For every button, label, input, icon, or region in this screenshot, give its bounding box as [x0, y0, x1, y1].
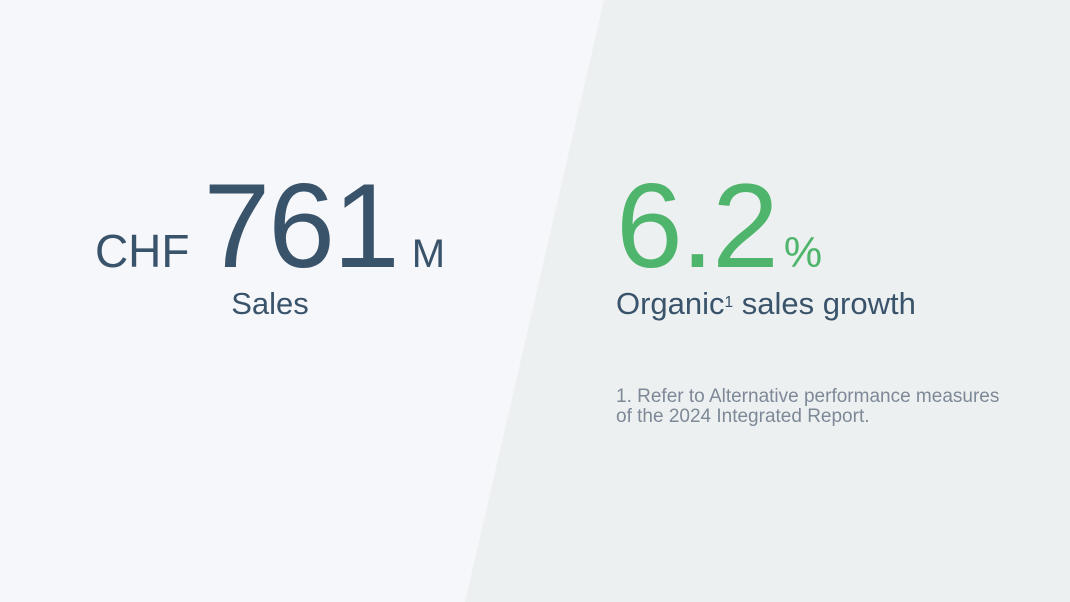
sales-label: Sales	[231, 286, 309, 321]
growth-value: 6.2	[616, 159, 779, 293]
growth-value-row: 6.2 %	[616, 166, 916, 286]
growth-label-footnote-marker: 1	[724, 294, 734, 312]
growth-label: Organic1 sales growth	[616, 288, 916, 319]
footnote-line-2: of the 2024 Integrated Report.	[616, 406, 870, 427]
organic-growth-stat: 6.2 % Organic1 sales growth	[616, 166, 916, 319]
growth-unit: %	[783, 229, 823, 277]
sales-unit: M	[411, 232, 446, 276]
footnote-line-1: 1. Refer to Alternative performance meas…	[616, 386, 1000, 407]
sales-currency: CHF	[94, 225, 190, 277]
growth-label-suffix: sales growth	[733, 286, 916, 321]
footnote: 1. Refer to Alternative performance meas…	[616, 387, 999, 427]
sales-value-row: CHF 761 M	[0, 166, 540, 286]
sales-stat: CHF 761 M Sales	[0, 166, 540, 319]
growth-label-prefix: Organic	[616, 286, 725, 321]
sales-value: 761	[203, 159, 400, 293]
